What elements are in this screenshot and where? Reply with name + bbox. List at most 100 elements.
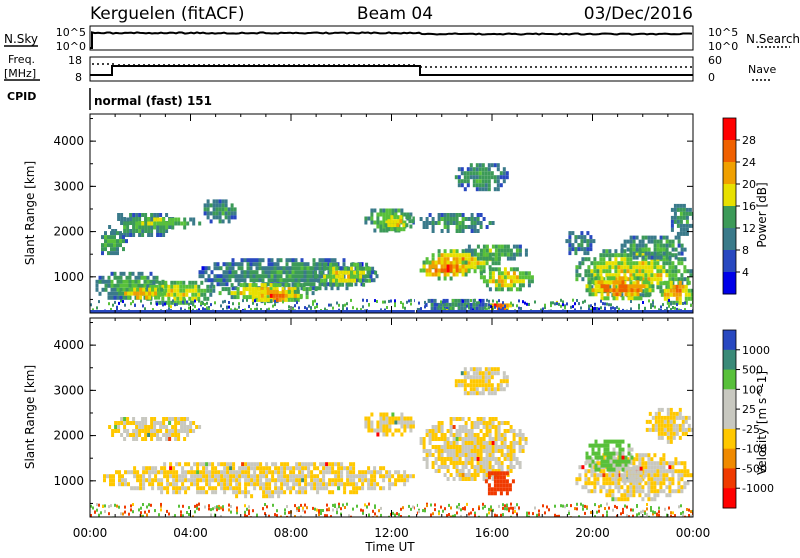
data-cell (496, 471, 500, 476)
data-cell (140, 271, 144, 276)
data-cell (650, 481, 654, 486)
data-cell (153, 417, 157, 421)
data-cell (470, 433, 474, 437)
data-cell (335, 274, 339, 279)
data-cell (194, 288, 198, 293)
data-cell (323, 266, 327, 271)
ground-scatter-cell (238, 305, 240, 309)
ground-scatter-cell (312, 302, 314, 306)
data-cell (196, 490, 200, 495)
data-cell (524, 248, 528, 253)
data-cell (487, 167, 491, 172)
data-cell (473, 473, 477, 477)
data-cell (294, 274, 298, 279)
data-cell (473, 221, 477, 225)
ground-scatter-cell (172, 515, 174, 517)
data-cell (590, 273, 594, 278)
data-cell (656, 239, 660, 244)
ground-scatter-cell (528, 511, 530, 515)
data-cell (467, 225, 471, 229)
data-cell (237, 278, 241, 283)
ground-scatter-cell (394, 301, 396, 305)
ground-scatter-cell (506, 507, 508, 511)
data-cell (128, 271, 132, 276)
data-cell (614, 253, 618, 258)
ground-scatter-cell (366, 505, 368, 509)
data-cell (271, 462, 275, 467)
data-cell (680, 247, 684, 252)
data-cell (684, 292, 688, 297)
ground-scatter-cell (440, 505, 442, 509)
data-cell (290, 297, 294, 302)
data-cell (131, 283, 135, 288)
data-cell (461, 453, 465, 457)
data-cell (458, 253, 462, 258)
data-cell (264, 274, 268, 279)
data-cell (659, 255, 663, 260)
ground-scatter-cell (488, 303, 490, 307)
ground-scatter-cell (248, 505, 250, 509)
data-cell (259, 466, 263, 471)
data-cell (476, 461, 480, 465)
ground-scatter-cell (170, 305, 172, 309)
data-cell (662, 481, 666, 486)
data-cell (653, 485, 657, 490)
data-cell (491, 425, 495, 429)
ground-scatter-cell (598, 505, 600, 509)
data-cell (623, 493, 627, 498)
data-cell (659, 473, 663, 478)
data-cell (213, 262, 217, 267)
data-cell (449, 221, 453, 225)
data-cell (635, 489, 639, 494)
ground-scatter-cell (522, 300, 524, 304)
data-cell (388, 428, 392, 433)
data-cell (206, 215, 210, 220)
data-cell (568, 247, 572, 252)
data-cell (683, 485, 687, 490)
data-cell (578, 465, 582, 470)
ground-scatter-cell (612, 508, 614, 512)
ground-scatter-cell (616, 305, 618, 309)
data-cell (364, 216, 368, 221)
data-cell (449, 417, 453, 421)
ground-scatter-cell (364, 503, 366, 507)
data-cell (644, 481, 648, 486)
data-cell (470, 257, 474, 262)
x-tick-label: 16:00 (475, 526, 510, 540)
data-cell (629, 281, 633, 286)
data-cell (219, 278, 223, 283)
data-cell (373, 474, 377, 479)
x-tick-label: 00:00 (676, 526, 711, 540)
data-cell (597, 443, 601, 448)
data-cell (425, 221, 429, 225)
data-cell (345, 282, 349, 287)
data-cell (491, 457, 495, 461)
ground-scatter-cell (206, 301, 208, 305)
ground-scatter-cell (312, 506, 314, 510)
data-cell (433, 302, 437, 307)
data-cell (397, 474, 401, 479)
data-cell (361, 470, 365, 475)
data-cell (660, 292, 664, 297)
data-cell (437, 425, 441, 429)
data-cell (586, 243, 590, 248)
data-cell (671, 461, 675, 466)
data-cell (676, 223, 680, 228)
data-cell (679, 219, 683, 224)
data-cell (509, 461, 513, 465)
data-cell (684, 415, 688, 420)
data-cell (139, 474, 143, 479)
data-cell (163, 474, 167, 479)
data-cell (627, 296, 631, 301)
data-cell (174, 429, 178, 433)
data-cell (285, 262, 289, 267)
data-cell (464, 453, 468, 457)
data-cell (580, 235, 584, 240)
colorbar-tick-label: 8 (742, 244, 749, 257)
data-cell (584, 269, 588, 274)
data-cell (289, 486, 293, 491)
data-cell (689, 269, 693, 274)
ground-scatter-cell (466, 304, 468, 308)
ground-scatter-cell (120, 299, 122, 303)
data-cell (342, 266, 346, 271)
